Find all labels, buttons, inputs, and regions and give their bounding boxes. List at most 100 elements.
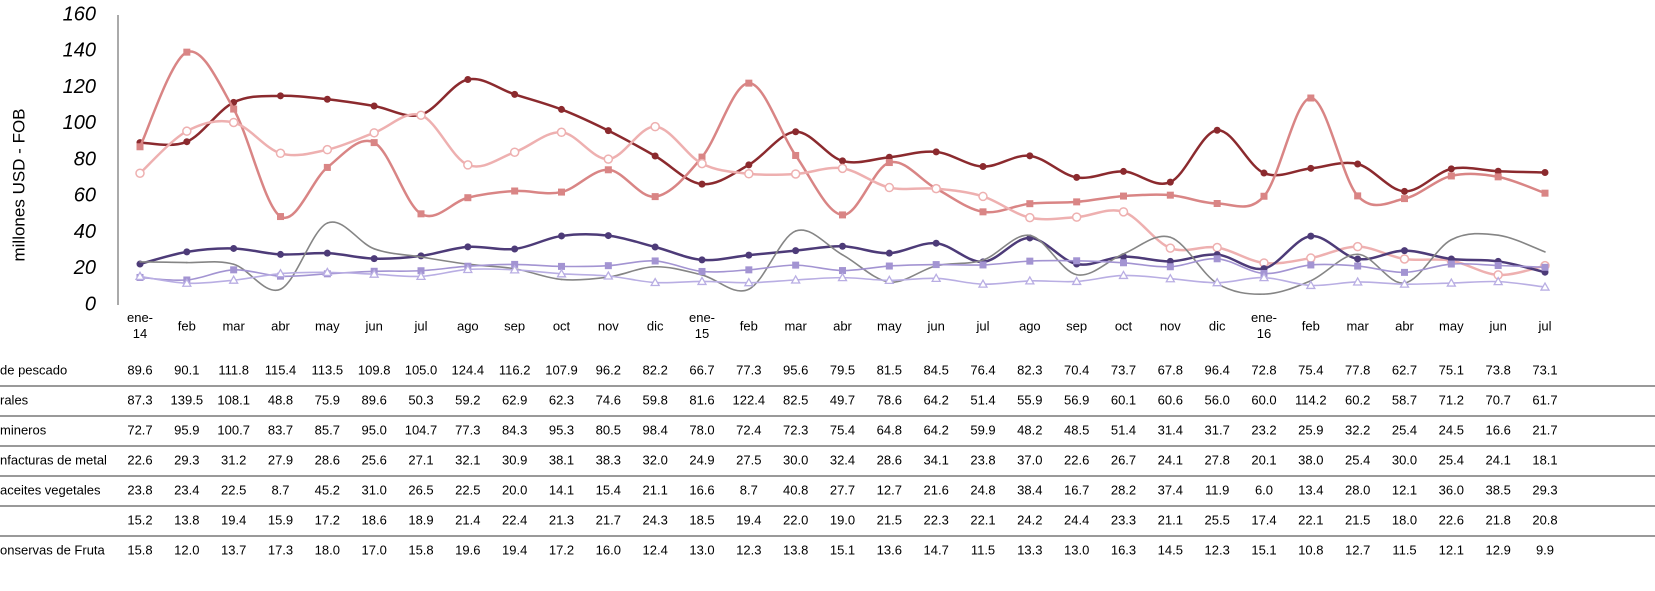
x-tick-label: mar <box>1346 318 1369 333</box>
marker <box>932 148 940 156</box>
table-cell: 22.5 <box>455 482 480 497</box>
marker <box>277 213 284 221</box>
table-cell: 12.0 <box>174 542 199 557</box>
marker <box>603 154 614 164</box>
marker <box>186 261 188 264</box>
table-cell: 19.4 <box>502 542 527 557</box>
marker <box>1165 273 1176 283</box>
table-cell: 11.5 <box>971 542 995 557</box>
table-cell: 40.8 <box>783 482 808 497</box>
marker <box>1026 200 1034 208</box>
marker <box>139 261 141 263</box>
marker <box>1493 276 1504 286</box>
table-cell: 30.0 <box>783 452 808 467</box>
x-tick-label: mar <box>784 318 807 333</box>
table-cell: 19.4 <box>221 512 246 527</box>
table-cell: 10.8 <box>1298 542 1323 557</box>
table-cell: 45.2 <box>315 482 340 497</box>
table-cell: 66.7 <box>689 362 714 377</box>
table-cell: 20.0 <box>502 482 527 497</box>
table-cell: 12.7 <box>1345 542 1370 557</box>
y-tick-label: 140 <box>63 40 96 62</box>
table-cell: 96.4 <box>1205 362 1230 377</box>
table-cell: 17.3 <box>268 542 293 557</box>
marker <box>1166 191 1174 199</box>
marker <box>932 261 940 269</box>
table-cell: 32.0 <box>643 452 668 467</box>
table-cell: 6.0 <box>1255 482 1273 497</box>
marker <box>1447 172 1455 180</box>
marker <box>1071 276 1082 286</box>
table-cell: 122.4 <box>733 392 766 407</box>
table-cell: 24.5 <box>1439 422 1464 437</box>
table-cell: 12.4 <box>643 542 668 557</box>
marker <box>1260 169 1268 177</box>
table-cell: 29.3 <box>1532 482 1557 497</box>
marker <box>977 278 989 288</box>
table-cell: 18.6 <box>362 512 387 527</box>
table-cell: 24.4 <box>1064 512 1089 527</box>
table-cell: 49.7 <box>830 392 855 407</box>
marker <box>1305 280 1316 290</box>
table-cell: 48.5 <box>1064 422 1089 437</box>
table-cell: 19.4 <box>736 512 761 527</box>
marker <box>323 249 331 257</box>
marker <box>1352 241 1363 252</box>
table-cell: 26.5 <box>408 482 433 497</box>
table-cell: 20.1 <box>1251 452 1276 467</box>
table-cell: 104.7 <box>405 422 438 437</box>
marker <box>369 128 379 138</box>
table-cell: 22.6 <box>1439 512 1464 527</box>
table-cell: 14.7 <box>924 542 949 557</box>
marker <box>1120 259 1127 267</box>
marker <box>1026 257 1034 265</box>
table-cell: 78.6 <box>877 392 902 407</box>
marker <box>1165 243 1176 253</box>
marker <box>790 169 801 179</box>
table-cell: 105.0 <box>405 362 438 377</box>
marker <box>885 159 893 167</box>
marker <box>745 266 753 274</box>
table-cell: 14.1 <box>549 482 574 497</box>
table-cell: 13.6 <box>877 542 902 557</box>
table-cell: 27.9 <box>268 452 293 467</box>
table-cell: 80.5 <box>596 422 621 437</box>
marker <box>1120 167 1127 175</box>
table-cell: 22.1 <box>1298 512 1323 527</box>
marker <box>979 208 987 216</box>
marker <box>1446 277 1457 287</box>
table-cell: 114.2 <box>1295 392 1327 407</box>
marker <box>1354 160 1362 168</box>
x-tick-label: dic <box>1209 318 1226 333</box>
marker <box>794 230 797 232</box>
marker <box>323 95 331 103</box>
x-tick-label: ene-15 <box>689 310 715 341</box>
y-tick-label: 20 <box>73 257 96 279</box>
table-cell: 77.3 <box>455 422 480 437</box>
table-cell: 70.4 <box>1064 362 1089 377</box>
table-cell: 15.4 <box>596 482 621 497</box>
series-line <box>138 50 1546 220</box>
marker <box>232 263 235 266</box>
table-cell: 11.9 <box>1205 482 1229 497</box>
table-cell: 58.7 <box>1392 392 1417 407</box>
table-cell: 95.9 <box>174 422 199 437</box>
marker <box>1401 195 1408 203</box>
marker <box>792 261 800 269</box>
table-cell: 59.2 <box>455 392 480 407</box>
table-cell: 9.9 <box>1536 542 1554 557</box>
marker <box>183 138 191 146</box>
row-label: onservas de Fruta <box>0 542 106 557</box>
marker <box>1118 207 1129 217</box>
marker <box>275 148 286 159</box>
table-cell: 24.8 <box>970 482 995 497</box>
table-cell: 90.1 <box>174 362 199 377</box>
marker <box>464 194 472 202</box>
y-tick-label: 0 <box>85 293 96 315</box>
x-tick-label: ago <box>1019 318 1041 333</box>
marker <box>792 128 800 136</box>
table-cell: 24.1 <box>1158 452 1183 467</box>
x-tick-label: abr <box>1395 318 1414 333</box>
table-cell: 23.4 <box>174 482 199 497</box>
marker <box>1307 94 1315 102</box>
